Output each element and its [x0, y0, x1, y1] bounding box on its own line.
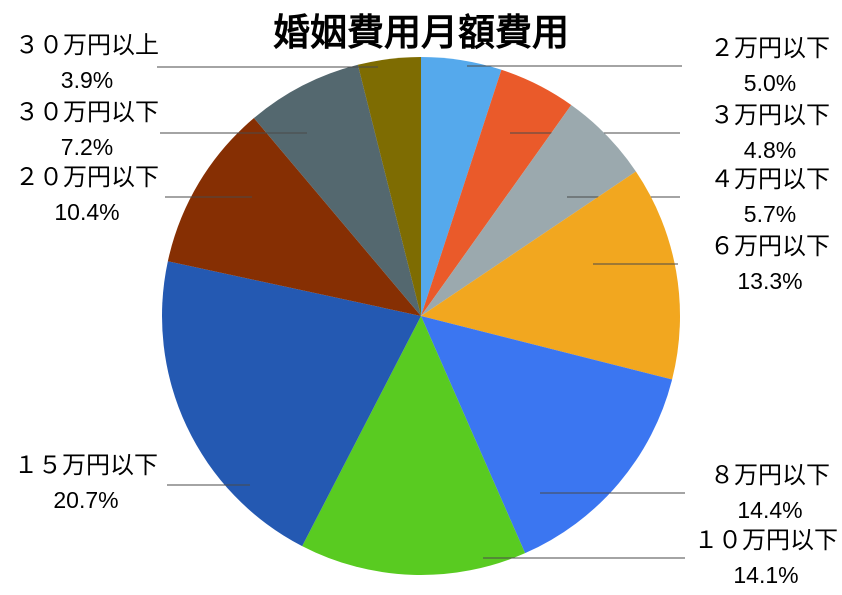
pie-slice-9 [253, 64, 421, 316]
chart-title: 婚姻費用月額費用 [273, 12, 569, 53]
slice-label-text: １５万円以下 [14, 452, 158, 479]
slice-pct-text: 20.7% [53, 487, 119, 513]
slice-label-text: ２万円以下 [710, 35, 830, 62]
slice-pct-text: 14.1% [733, 562, 799, 588]
pie-slice-6 [302, 316, 526, 576]
slice-label-1: ２万円以下 5.0% [710, 32, 830, 100]
pie-slice-10 [357, 57, 421, 316]
slice-label-10: ３０万円以上 3.9% [15, 29, 159, 97]
slice-label-3: ４万円以下 5.7% [710, 163, 830, 231]
slice-label-text: ２０万円以下 [15, 164, 159, 191]
pie-slice-8 [167, 118, 421, 316]
slice-pct-text: 4.8% [743, 137, 797, 163]
pie-slice-1 [421, 56, 502, 316]
pie-slice-4 [421, 171, 681, 380]
slice-label-6: １０万円以下 14.1% [694, 524, 838, 592]
slice-label-text: ８万円以下 [710, 462, 830, 489]
slice-label-9: ３０万円以下 7.2% [15, 96, 159, 164]
slice-label-7: １５万円以下 20.7% [14, 449, 158, 517]
slice-label-text: ４万円以下 [710, 166, 830, 193]
slice-pct-text: 10.4% [54, 199, 120, 225]
slice-label-text: ６万円以下 [710, 233, 830, 260]
slice-label-text: １０万円以下 [694, 527, 838, 554]
slice-label-text: ３０万円以下 [15, 99, 159, 126]
slice-pct-text: 5.0% [743, 70, 797, 96]
pie-slice-2 [421, 69, 572, 316]
slice-pct-text: 7.2% [60, 134, 114, 160]
slice-pct-text: 14.4% [737, 497, 803, 523]
pie-slice-3 [421, 105, 636, 316]
slice-pct-text: 3.9% [60, 67, 114, 93]
slice-label-8: ２０万円以下 10.4% [15, 161, 159, 229]
slice-pct-text: 13.3% [737, 268, 803, 294]
pie-slice-7 [161, 261, 422, 547]
slice-label-4: ６万円以下 13.3% [710, 230, 830, 298]
slice-label-text: ３万円以下 [710, 102, 830, 129]
pie-slice-5 [421, 316, 673, 554]
slice-pct-text: 5.7% [743, 201, 797, 227]
slice-label-5: ８万円以下 14.4% [710, 459, 830, 527]
slice-label-2: ３万円以下 4.8% [710, 99, 830, 167]
slice-label-text: ３０万円以上 [15, 32, 159, 59]
